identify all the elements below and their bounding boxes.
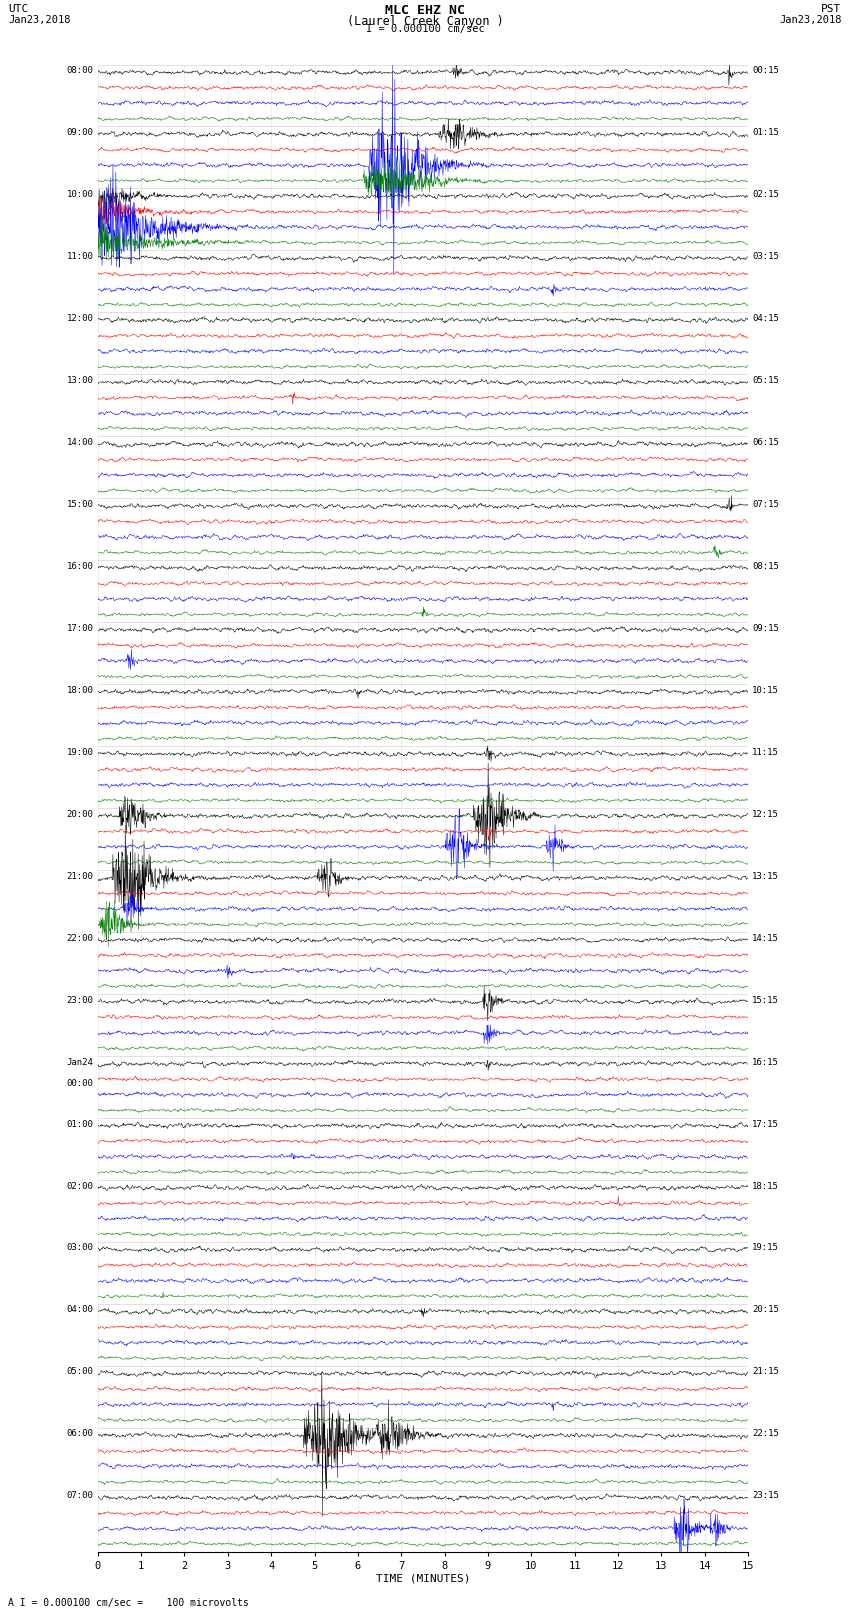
Text: 03:15: 03:15 bbox=[752, 252, 779, 261]
Text: 13:00: 13:00 bbox=[66, 376, 94, 386]
Text: 17:15: 17:15 bbox=[752, 1119, 779, 1129]
Text: 08:15: 08:15 bbox=[752, 561, 779, 571]
Text: 16:15: 16:15 bbox=[752, 1058, 779, 1066]
Text: 08:00: 08:00 bbox=[66, 66, 94, 76]
Text: 20:15: 20:15 bbox=[752, 1305, 779, 1315]
Text: 00:15: 00:15 bbox=[752, 66, 779, 76]
Text: 22:15: 22:15 bbox=[752, 1429, 779, 1439]
Text: 14:15: 14:15 bbox=[752, 934, 779, 942]
Text: 18:00: 18:00 bbox=[66, 686, 94, 695]
Text: 05:15: 05:15 bbox=[752, 376, 779, 386]
Text: Jan23,2018: Jan23,2018 bbox=[779, 15, 842, 24]
Text: UTC: UTC bbox=[8, 5, 29, 15]
Text: 02:15: 02:15 bbox=[752, 190, 779, 198]
Text: 02:00: 02:00 bbox=[66, 1181, 94, 1190]
Text: 06:00: 06:00 bbox=[66, 1429, 94, 1439]
Text: 14:00: 14:00 bbox=[66, 437, 94, 447]
X-axis label: TIME (MINUTES): TIME (MINUTES) bbox=[376, 1574, 470, 1584]
Text: 16:00: 16:00 bbox=[66, 561, 94, 571]
Text: 22:00: 22:00 bbox=[66, 934, 94, 942]
Text: 19:00: 19:00 bbox=[66, 748, 94, 756]
Text: 06:15: 06:15 bbox=[752, 437, 779, 447]
Text: 23:00: 23:00 bbox=[66, 995, 94, 1005]
Text: 10:00: 10:00 bbox=[66, 190, 94, 198]
Text: 01:00: 01:00 bbox=[66, 1119, 94, 1129]
Text: 15:00: 15:00 bbox=[66, 500, 94, 508]
Text: A I = 0.000100 cm/sec =    100 microvolts: A I = 0.000100 cm/sec = 100 microvolts bbox=[8, 1598, 249, 1608]
Text: 23:15: 23:15 bbox=[752, 1492, 779, 1500]
Text: 11:15: 11:15 bbox=[752, 748, 779, 756]
Text: 09:15: 09:15 bbox=[752, 624, 779, 632]
Text: 10:15: 10:15 bbox=[752, 686, 779, 695]
Text: (Laurel Creek Canyon ): (Laurel Creek Canyon ) bbox=[347, 15, 503, 27]
Text: I = 0.000100 cm/sec: I = 0.000100 cm/sec bbox=[366, 24, 484, 34]
Text: 07:00: 07:00 bbox=[66, 1492, 94, 1500]
Text: 19:15: 19:15 bbox=[752, 1244, 779, 1252]
Text: 03:00: 03:00 bbox=[66, 1244, 94, 1252]
Text: 15:15: 15:15 bbox=[752, 995, 779, 1005]
Text: 04:00: 04:00 bbox=[66, 1305, 94, 1315]
Text: 07:15: 07:15 bbox=[752, 500, 779, 508]
Text: 05:00: 05:00 bbox=[66, 1368, 94, 1376]
Text: 12:00: 12:00 bbox=[66, 315, 94, 323]
Text: Jan23,2018: Jan23,2018 bbox=[8, 15, 71, 24]
Text: 18:15: 18:15 bbox=[752, 1181, 779, 1190]
Text: 00:00: 00:00 bbox=[66, 1079, 94, 1087]
Text: 11:00: 11:00 bbox=[66, 252, 94, 261]
Text: 21:15: 21:15 bbox=[752, 1368, 779, 1376]
Text: PST: PST bbox=[821, 5, 842, 15]
Text: MLC EHZ NC: MLC EHZ NC bbox=[385, 5, 465, 18]
Text: 20:00: 20:00 bbox=[66, 810, 94, 819]
Text: 17:00: 17:00 bbox=[66, 624, 94, 632]
Text: 04:15: 04:15 bbox=[752, 315, 779, 323]
Text: 21:00: 21:00 bbox=[66, 871, 94, 881]
Text: 01:15: 01:15 bbox=[752, 127, 779, 137]
Text: Jan24: Jan24 bbox=[66, 1058, 94, 1066]
Text: 12:15: 12:15 bbox=[752, 810, 779, 819]
Text: 13:15: 13:15 bbox=[752, 871, 779, 881]
Text: 09:00: 09:00 bbox=[66, 127, 94, 137]
